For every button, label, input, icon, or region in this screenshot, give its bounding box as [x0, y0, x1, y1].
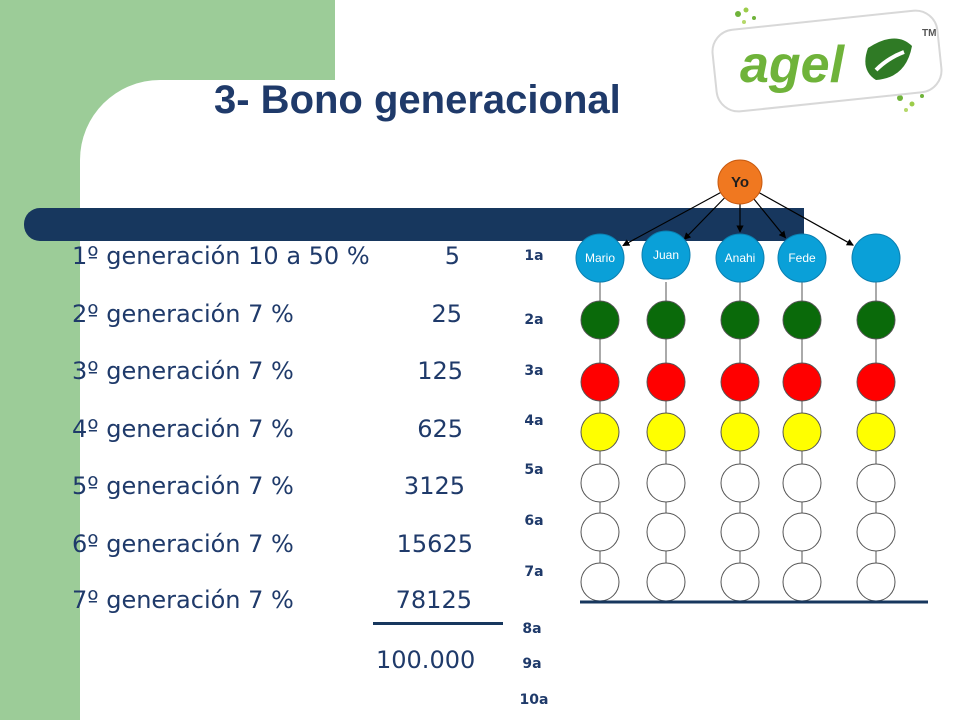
generation-node	[646, 362, 686, 402]
generation-node	[720, 562, 760, 602]
tree-arrow	[683, 197, 726, 240]
generation-node	[580, 362, 620, 402]
row-value-6: 15625	[396, 530, 473, 558]
logo-sparkle-dots	[735, 7, 924, 112]
generation-label-1: 1a	[524, 248, 544, 264]
generation-node	[580, 300, 620, 340]
root-node	[717, 159, 763, 205]
generation-node	[782, 412, 822, 452]
first-gen-node	[777, 233, 827, 283]
tree-edges	[599, 191, 877, 563]
generation-node	[580, 412, 620, 452]
page-title: 3- Bono generacional	[214, 78, 621, 122]
generation-node	[720, 512, 760, 552]
generation-node	[856, 463, 896, 503]
content-panel	[80, 80, 960, 720]
generation-node	[646, 512, 686, 552]
first-gen-node-label: Mario	[585, 251, 615, 265]
row-value-5: 3125	[403, 472, 465, 500]
root-node-label: Yo	[731, 174, 749, 191]
generation-tree: Yo Mario Juan Anahi Fede	[575, 159, 928, 604]
generation-node	[720, 463, 760, 503]
first-gen-node-label: Anahi	[725, 251, 756, 265]
first-gen-node-label: Juan	[653, 248, 679, 262]
generation-node	[782, 362, 822, 402]
agel-logo-graphic: agel TM	[711, 7, 943, 113]
generation-label-9: 9a	[522, 656, 542, 672]
row-value-4: 625	[417, 415, 463, 443]
tree-arrow	[753, 198, 787, 239]
row-value-2: 25	[431, 300, 462, 328]
generation-node	[782, 463, 822, 503]
generation-node	[782, 300, 822, 340]
generation-node	[646, 412, 686, 452]
generation-node	[646, 562, 686, 602]
agel-logo: agel TM	[700, 0, 960, 128]
tree-nodes: Yo Mario Juan Anahi Fede	[575, 159, 901, 602]
logo-text: agel	[740, 36, 846, 94]
row-label-4: 4º generación 7 %	[72, 415, 294, 443]
row-value-3: 125	[417, 357, 463, 385]
first-gen-node	[715, 233, 765, 283]
generation-node	[856, 562, 896, 602]
generation-label-10: 10a	[519, 692, 549, 708]
generation-label-8: 8a	[522, 621, 542, 637]
first-gen-node-label: Fede	[788, 251, 816, 265]
row-label-3: 3º generación 7 %	[72, 357, 294, 385]
tree-arrow	[622, 191, 721, 247]
sum-rule	[373, 622, 503, 625]
generation-label-6: 6a	[524, 513, 544, 529]
logo-trademark: TM	[922, 28, 936, 39]
generation-node	[856, 512, 896, 552]
generation-node	[782, 562, 822, 602]
row-value-7: 78125	[395, 586, 472, 614]
generation-label-7: 7a	[524, 564, 544, 580]
row-label-1: 1º generación 10 a 50 %	[72, 242, 370, 270]
first-gen-node	[575, 233, 625, 283]
generation-node	[720, 362, 760, 402]
logo-badge	[711, 9, 943, 113]
generation-node	[646, 463, 686, 503]
first-gen-node	[641, 230, 691, 280]
generation-node	[782, 512, 822, 552]
generation-label-2: 2a	[524, 312, 544, 328]
generation-node	[646, 300, 686, 340]
row-label-6: 6º generación 7 %	[72, 530, 294, 558]
row-label-7: 7º generación 7 %	[72, 586, 294, 614]
generation-node	[856, 362, 896, 402]
generation-label-3: 3a	[524, 363, 544, 379]
generation-node	[720, 412, 760, 452]
first-gen-node	[851, 233, 901, 283]
generation-node	[856, 300, 896, 340]
generation-node	[580, 512, 620, 552]
row-label-2: 2º generación 7 %	[72, 300, 294, 328]
total-value: 100.000	[376, 646, 476, 674]
generation-node	[856, 412, 896, 452]
tree-arrow	[758, 192, 854, 246]
row-label-5: 5º generación 7 %	[72, 472, 294, 500]
generation-label-4: 4a	[524, 413, 544, 429]
generation-node	[720, 300, 760, 340]
generation-node	[580, 463, 620, 503]
generation-node	[580, 562, 620, 602]
row-value-1: 5	[444, 242, 460, 270]
green-side-band	[0, 0, 80, 720]
generation-label-5: 5a	[524, 462, 544, 478]
